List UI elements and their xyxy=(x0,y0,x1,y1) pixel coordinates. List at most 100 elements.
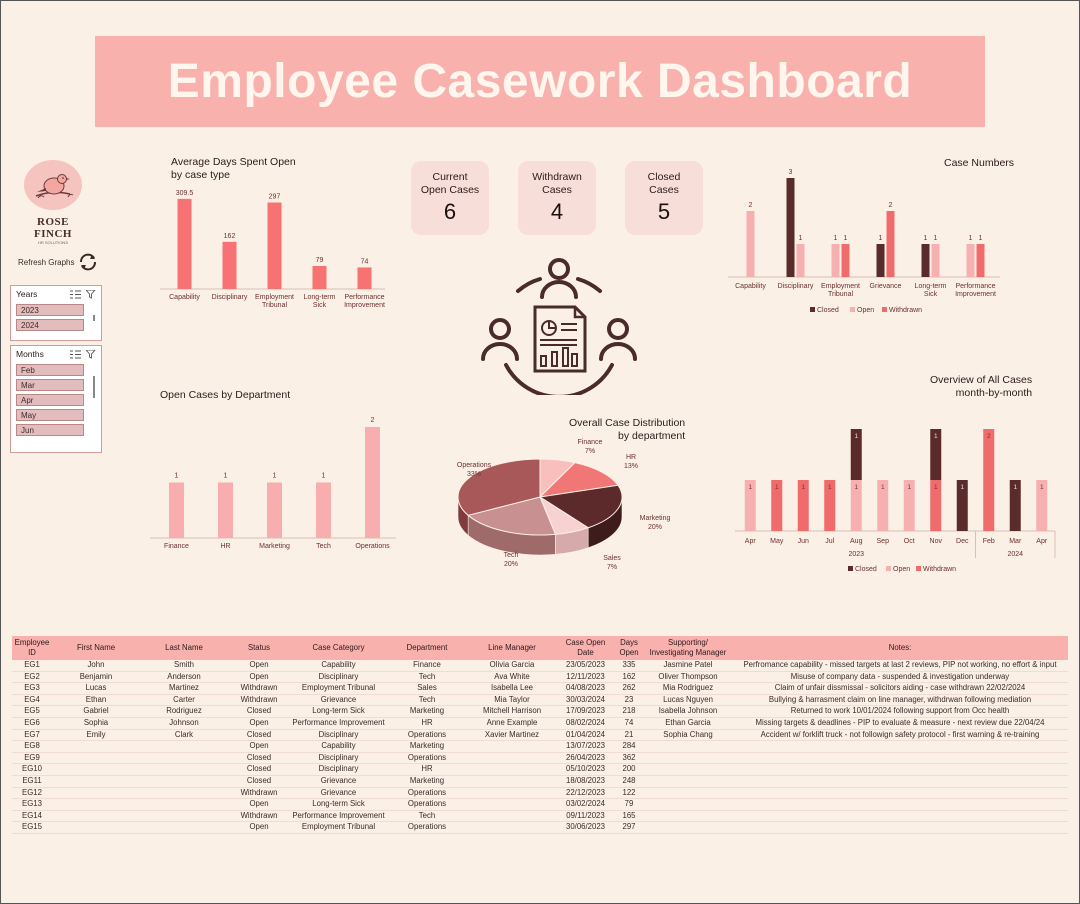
table-cell: 122 xyxy=(614,787,644,800)
table-cell xyxy=(644,775,732,788)
table-cell xyxy=(732,821,1068,834)
bar-segment xyxy=(744,480,756,531)
table-cell: EG2 xyxy=(12,671,52,684)
slice-label: Finance xyxy=(578,439,603,446)
bar xyxy=(746,211,755,277)
table-cell: Claim of unfair dissmissal - solicitors … xyxy=(732,682,1068,695)
table-cell xyxy=(140,810,228,823)
slicer-item-month[interactable]: Jun xyxy=(16,424,84,436)
table-cell xyxy=(140,775,228,788)
table-row: EG7 Emily Clark Closed Disciplinary Operation… xyxy=(12,729,1068,742)
slicer-item-month[interactable]: May xyxy=(16,409,84,421)
table-cell: Mia Rodriguez xyxy=(644,682,732,695)
table-cell xyxy=(467,775,557,788)
bar xyxy=(921,244,930,277)
table-cell: 218 xyxy=(614,705,644,718)
table-cell: Open xyxy=(228,660,290,672)
table-cell: Open xyxy=(228,821,290,834)
table-cell: Open xyxy=(228,671,290,684)
slicer-item-year[interactable]: 2024 xyxy=(16,319,84,331)
bar xyxy=(786,178,795,277)
table-cell: 01/04/2024 xyxy=(557,729,614,742)
table-cell: Smith xyxy=(140,660,228,672)
data-label: 2 xyxy=(889,202,893,209)
team-document-icon xyxy=(481,258,637,395)
slicer-item-year[interactable]: 2023 xyxy=(16,304,84,316)
table-cell: EG3 xyxy=(12,682,52,695)
legend-label: Open xyxy=(893,566,910,573)
data-label: 1 xyxy=(322,473,326,480)
slicer-item-month[interactable]: Apr xyxy=(16,394,84,406)
table-row: EG1 John Smith Open Capability Finance Olivia … xyxy=(12,660,1068,672)
legend-swatch xyxy=(810,307,815,312)
bar-segment xyxy=(1036,480,1048,531)
table-cell: Grievance xyxy=(290,787,387,800)
table-cell: Benjamin xyxy=(52,671,140,684)
slice-label: Marketing xyxy=(640,515,671,522)
kpi-card-closed: Closed Cases 5 xyxy=(625,161,703,235)
bar-segment xyxy=(930,480,942,531)
table-cell: Ava White xyxy=(467,671,557,684)
table-cell: 12/11/2023 xyxy=(557,671,614,684)
table-cell: John xyxy=(52,660,140,672)
table-cell: Withdrawn xyxy=(228,694,290,707)
slicer-item-month[interactable]: Feb xyxy=(16,364,84,376)
data-label: 1 xyxy=(969,235,973,242)
table-cell: Mia Taylor xyxy=(467,694,557,707)
table-cell: Sophia Chang xyxy=(644,729,732,742)
table-cell: Xavier Martinez xyxy=(467,729,557,742)
data-label: 3 xyxy=(789,169,793,176)
column-header: Last Name xyxy=(140,636,228,660)
table-cell: 335 xyxy=(614,660,644,672)
legend-swatch xyxy=(916,566,921,571)
avg-days-chart-title: Average Days Spent Open by case type xyxy=(171,156,296,182)
data-label: 1 xyxy=(1013,484,1017,491)
monthly-chart-title: Overview of All Cases month-by-month xyxy=(930,374,1032,400)
table-cell: 30/03/2024 xyxy=(557,694,614,707)
category-label: Oct xyxy=(904,538,915,545)
table-cell: Closed xyxy=(228,729,290,742)
table-cell: Performance Improvement xyxy=(290,717,387,730)
clear-filter-icon[interactable] xyxy=(86,349,96,359)
distribution-chart: Finance 7% HR 13% Marketing 20% Sales 7% Tech 20%… xyxy=(457,439,671,571)
logo-name: ROSE FINCH xyxy=(34,216,72,240)
category-label: Apr xyxy=(1036,538,1048,545)
slice-pct: 7% xyxy=(585,448,595,455)
slice-label: Sales xyxy=(603,555,621,562)
table-cell xyxy=(467,752,557,765)
table-cell xyxy=(644,740,732,753)
year-label: 2024 xyxy=(1007,551,1023,558)
table-row: EG9 Closed Disciplinary Operations 26/04/202… xyxy=(12,752,1068,765)
table-cell: EG1 xyxy=(12,660,52,672)
refresh-graphs-button[interactable]: Refresh Graphs xyxy=(18,253,99,271)
table-cell: 23 xyxy=(614,694,644,707)
months-scrollbar[interactable] xyxy=(93,376,95,398)
slice-pct: 33% xyxy=(467,471,481,478)
multi-select-icon[interactable] xyxy=(70,350,81,359)
monthly-title-line1: Overview of All Cases xyxy=(930,374,1033,386)
pie-slice xyxy=(457,458,541,516)
category-label: Disciplinary xyxy=(212,294,248,301)
multi-select-icon[interactable] xyxy=(70,290,81,299)
column-header: Employee ID xyxy=(12,636,52,660)
bar xyxy=(796,244,805,277)
data-label: 2 xyxy=(749,202,753,209)
table-cell: Emily xyxy=(52,729,140,742)
bar xyxy=(831,244,840,277)
table-cell xyxy=(140,740,228,753)
table-cell: Finance xyxy=(387,660,467,672)
table-row: EG11 Closed Grievance Marketing 18/08/2023 24… xyxy=(12,775,1068,788)
category-label: Performance Improvement xyxy=(344,294,385,309)
slicer-item-month[interactable]: Mar xyxy=(16,379,84,391)
table-cell: 22/12/2023 xyxy=(557,787,614,800)
table-cell: EG8 xyxy=(12,740,52,753)
clear-filter-icon[interactable] xyxy=(86,289,96,299)
table-cell xyxy=(52,740,140,753)
avg-days-title-line2: by case type xyxy=(171,169,230,181)
table-cell: Lucas xyxy=(52,682,140,695)
table-cell xyxy=(732,810,1068,823)
table-cell: Carter xyxy=(140,694,228,707)
years-scrollbar[interactable] xyxy=(93,315,95,321)
legend-label: Open xyxy=(857,307,874,314)
kpi-label: Withdrawn Cases xyxy=(532,171,582,196)
